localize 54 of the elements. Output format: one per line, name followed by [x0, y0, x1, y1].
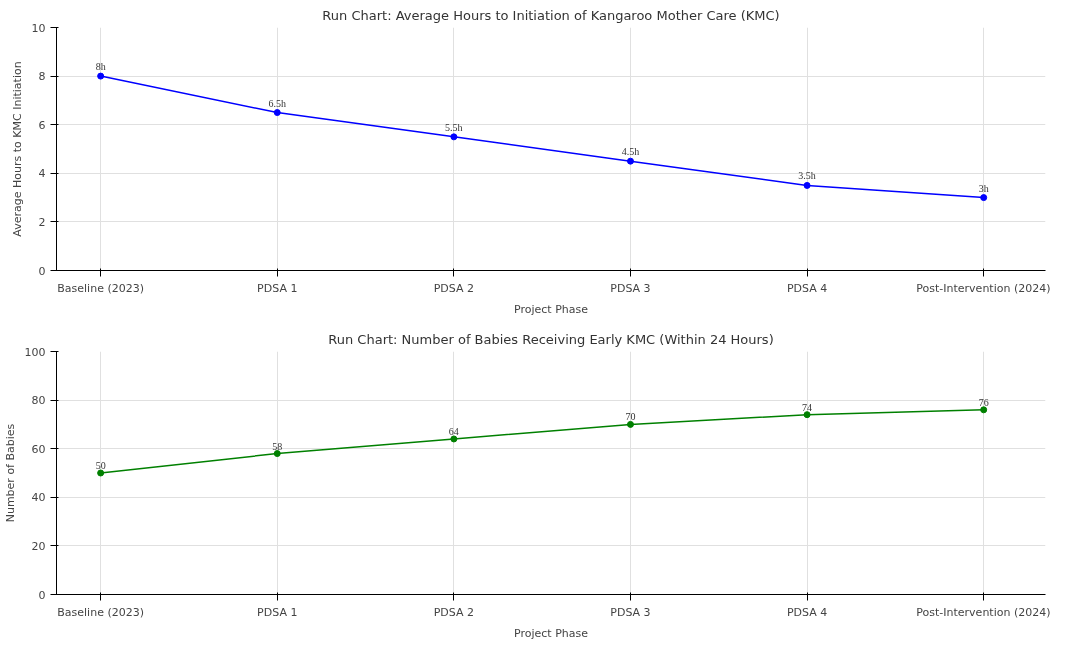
x-tick-label: PDSA 4	[786, 605, 828, 619]
data-label: 8h	[95, 61, 106, 73]
y-axis-title: Average Hours to KMC Initiation	[10, 61, 24, 237]
y-tick-label: 20	[31, 539, 46, 553]
data-label: 4.5h	[621, 146, 640, 158]
y-tick-label: 4	[38, 167, 46, 181]
point	[97, 72, 105, 80]
x-tick-label: PDSA 3	[610, 605, 651, 619]
point	[803, 411, 811, 419]
data-label: 3.5h	[798, 170, 816, 182]
data-label: 58	[272, 440, 283, 452]
x-tick-label: PDSA 1	[257, 281, 298, 295]
y-tick-label: 60	[31, 442, 46, 456]
y-tick-label: 0	[38, 264, 46, 278]
x-tick-label: PDSA 4	[786, 281, 828, 295]
point	[450, 133, 458, 141]
point	[97, 469, 105, 477]
y-tick-label: 0	[38, 588, 46, 602]
x-tick-label: Baseline (2023)	[57, 281, 145, 295]
point	[626, 157, 634, 165]
y-tick-label: 100	[24, 345, 46, 359]
point	[980, 406, 988, 414]
x-tick-label: Baseline (2023)	[57, 605, 145, 619]
data-label: 64	[448, 425, 459, 437]
y-tick-label: 40	[31, 491, 46, 505]
point	[273, 109, 281, 117]
y-tick-label: 8	[38, 70, 46, 84]
data-label: 5.5h	[445, 121, 463, 133]
data-label: 50	[95, 460, 106, 471]
chart-title: Run Chart: Average Hours to Initiation of Kangaroo Mother Care (KMC)	[322, 7, 780, 23]
y-tick-label: 6	[38, 118, 46, 132]
data-label: 6.5h	[268, 97, 287, 109]
y-tick-label: 80	[31, 394, 46, 408]
chart-title: Run Chart: Number of Babies Receiving Early KMC (Within 24 Hours)	[328, 331, 774, 347]
y-tick-label: 2	[38, 215, 46, 229]
x-axis-title: Project Phase	[514, 302, 589, 316]
data-label: 76	[978, 396, 989, 408]
x-tick-label: PDSA 2	[433, 605, 475, 619]
x-tick-label: PDSA 2	[433, 281, 475, 295]
x-tick-label: PDSA 3	[610, 281, 651, 295]
data-label: 3h	[978, 182, 989, 194]
y-tick-label: 10	[31, 21, 46, 35]
x-axis-title: Project Phase	[514, 626, 589, 640]
data-label: 74	[802, 401, 813, 413]
point	[450, 435, 458, 443]
point	[803, 181, 811, 189]
point	[980, 194, 988, 202]
data-label: 70	[625, 411, 636, 423]
y-axis-title: Number of Babies	[3, 423, 17, 523]
x-tick-label: Post-Intervention (2024)	[916, 281, 1051, 295]
x-tick-label: Post-Intervention (2024)	[916, 605, 1051, 619]
x-tick-label: PDSA 1	[257, 605, 298, 619]
point	[273, 450, 281, 458]
point	[626, 420, 634, 428]
